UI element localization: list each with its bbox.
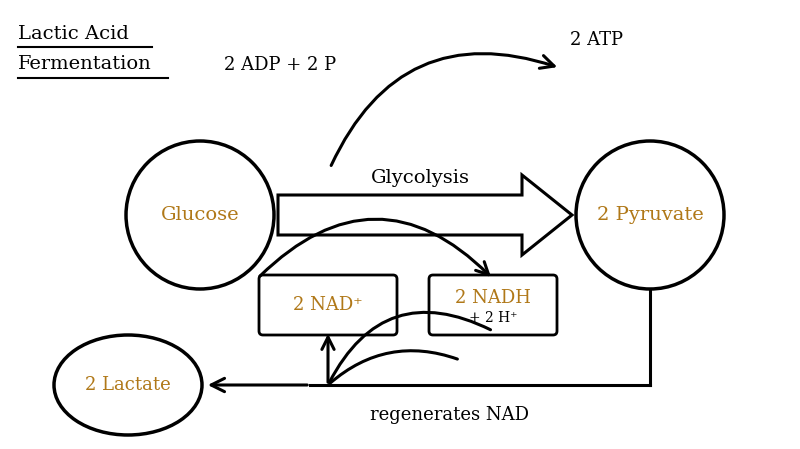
Text: 2 NADH: 2 NADH [455,289,531,307]
Text: Glycolysis: Glycolysis [370,169,470,187]
Polygon shape [278,175,572,255]
Text: Lactic Acid: Lactic Acid [18,25,129,43]
FancyBboxPatch shape [429,275,557,335]
Text: regenerates NAD: regenerates NAD [370,406,530,424]
Text: 2 Lactate: 2 Lactate [85,376,171,394]
Text: Fermentation: Fermentation [18,55,152,73]
Text: 2 ADP + 2 P: 2 ADP + 2 P [224,56,336,74]
Text: + 2 H⁺: + 2 H⁺ [469,311,518,325]
Text: Glucose: Glucose [161,206,239,224]
Text: 2 Pyruvate: 2 Pyruvate [597,206,703,224]
Text: 2 NAD⁺: 2 NAD⁺ [293,296,363,314]
FancyBboxPatch shape [259,275,397,335]
Text: 2 ATP: 2 ATP [570,31,622,49]
